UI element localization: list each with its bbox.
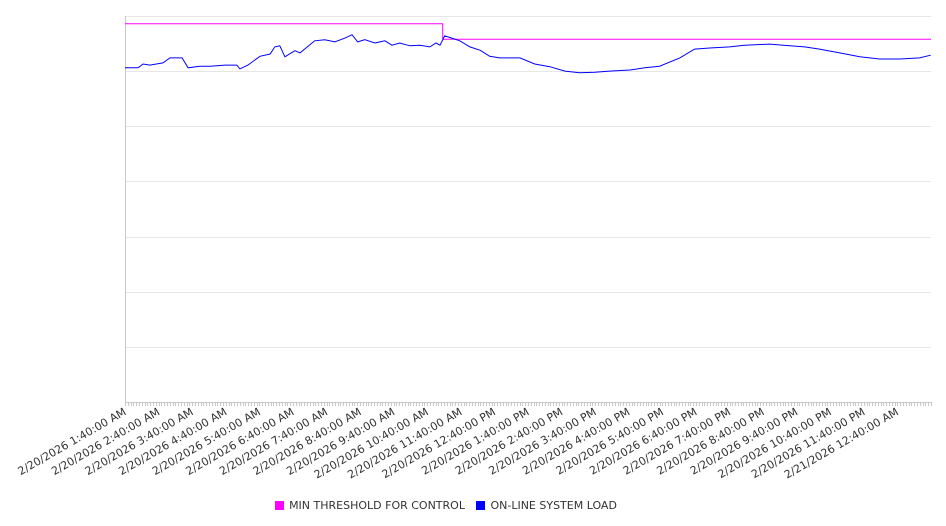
- legend-item-threshold[interactable]: MIN THRESHOLD FOR CONTROL: [275, 499, 465, 512]
- legend-item-load[interactable]: ON-LINE SYSTEM LOAD: [476, 499, 617, 512]
- legend-label: MIN THRESHOLD FOR CONTROL: [289, 499, 465, 512]
- threshold-line: [125, 23, 931, 40]
- legend: MIN THRESHOLD FOR CONTROL ON-LINE SYSTEM…: [0, 499, 892, 513]
- legend-swatch: [476, 501, 486, 510]
- system-load-line: [125, 34, 931, 74]
- legend-label: ON-LINE SYSTEM LOAD: [490, 499, 617, 512]
- legend-swatch: [275, 501, 285, 510]
